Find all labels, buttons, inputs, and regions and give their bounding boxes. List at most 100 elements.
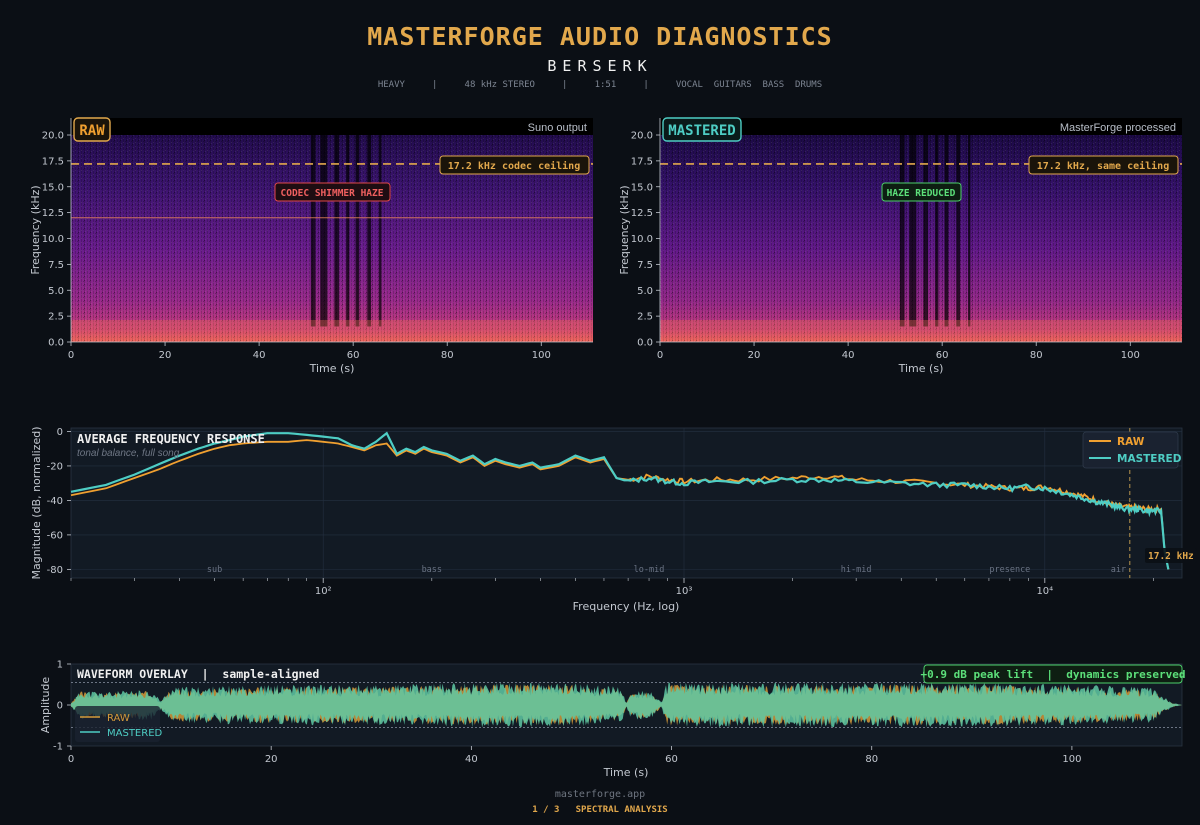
waveform-y-axis: 1 0 -1 (53, 660, 71, 753)
y-tick-label: 12.5 (631, 208, 653, 219)
quiet-band-1 (320, 135, 328, 327)
raw-badge: RAW (79, 123, 105, 139)
x-tick-label: 80 (1030, 350, 1043, 361)
raw-annotation-box (274, 182, 391, 202)
frequency-response-subtitle: tonal balance, full song (77, 448, 180, 459)
x-tick-label: 0 (68, 754, 74, 765)
quiet-band-4 (944, 135, 949, 327)
legend-mastered-label: MASTERED (1117, 453, 1182, 465)
frequency-response-grid (71, 428, 1182, 578)
quiet-band-0 (310, 135, 316, 327)
waveform-legend: RAW MASTERED (75, 706, 163, 742)
mastered-x-axis: 0 20 40 60 80 100 (657, 342, 1140, 361)
quiet-band-6 (379, 135, 382, 327)
y-tick-label: -40 (47, 496, 63, 507)
y-tick-label: 12.5 (42, 208, 64, 219)
waveform-legend-mastered-label: MASTERED (107, 728, 163, 739)
quiet-band-5 (367, 135, 372, 327)
y-tick-label: 0 (57, 427, 63, 438)
y-tick-label: -60 (47, 530, 63, 541)
mastered-annotation-box (881, 182, 962, 202)
frequency-response-y-axis: 0 -20 -40 -60 -80 (47, 427, 71, 576)
legend-raw-label: RAW (1117, 436, 1145, 448)
spectrogram-mastered-lowband (660, 320, 1182, 342)
quiet-band-2 (334, 135, 340, 327)
raw-y-label: Frequency (kHz) (29, 185, 42, 274)
y-tick-label: 15.0 (631, 182, 653, 193)
y-tick-label: 17.5 (42, 156, 64, 167)
y-tick-label: -80 (47, 565, 63, 576)
y-tick-label: 7.5 (48, 260, 64, 271)
spectrogram-raw-lowband (71, 320, 593, 342)
x-tick-label: 100 (532, 350, 551, 361)
y-tick-label: 10.0 (631, 234, 653, 245)
waveform-title: WAVEFORM OVERLAY | sample-aligned (77, 667, 319, 681)
raw-y-axis: 0.0 2.5 5.0 7.5 10.0 12.5 15.0 17.5 20.0 (42, 131, 71, 349)
waveform-badge-box (923, 664, 1183, 684)
mastered-source-label: MasterForge processed (1060, 122, 1176, 134)
track-name: BERSERK (547, 57, 653, 75)
raw-ceiling-label: 17.2 kHz codec ceiling (448, 160, 580, 172)
y-tick-label: 0 (57, 701, 63, 712)
raw-annotation: CODEC SHIMMER HAZE (281, 188, 384, 199)
footer-page-indicator: 1 / 3 SPECTRAL ANALYSIS (532, 805, 668, 815)
mastered-y-axis: 0.0 2.5 5.0 7.5 10.0 12.5 15.0 17.5 20.0 (631, 131, 660, 349)
y-tick-label: 5.0 (637, 286, 653, 297)
raw-ceiling-label-box (439, 155, 590, 175)
raw-x-label: Time (s) (309, 362, 355, 375)
y-tick-label: 2.5 (637, 312, 653, 323)
x-tick-label: 0 (68, 350, 74, 361)
x-tick-label: 80 (865, 754, 878, 765)
y-tick-label: 0.0 (48, 338, 64, 349)
x-tick-label: 60 (936, 350, 949, 361)
mastered-x-label: Time (s) (898, 362, 944, 375)
quiet-band-4 (355, 135, 360, 327)
x-tick-label: 60 (347, 350, 360, 361)
x-tick-label: 10² (315, 586, 332, 597)
series-mastered-line (70, 431, 1170, 570)
mastered-ceiling-label-box (1028, 155, 1179, 175)
y-tick-label: -1 (53, 742, 63, 753)
quiet-band-3 (346, 135, 350, 327)
band-label-presence: presence (989, 565, 1030, 575)
y-tick-label: 2.5 (48, 312, 64, 323)
y-tick-label: 20.0 (42, 131, 64, 142)
x-tick-label: 0 (657, 350, 663, 361)
mastered-badge-box (662, 117, 742, 142)
band-label-air: air (1111, 565, 1126, 575)
frequency-response-plot-area (70, 427, 1183, 579)
y-tick-label: 0.0 (637, 338, 653, 349)
page-title: MASTERFORGE AUDIO DIAGNOSTICS (367, 22, 833, 51)
frequency-response-x-axis: 10² 10³ 10⁴ (70, 578, 1154, 597)
y-tick-label: 5.0 (48, 286, 64, 297)
x-tick-label: 20 (159, 350, 172, 361)
spectrogram-mastered-quiet-bands (899, 135, 971, 327)
y-tick-label: 10.0 (42, 234, 64, 245)
footer-site: masterforge.app (554, 789, 646, 800)
y-tick-label: -20 (47, 461, 63, 472)
x-tick-label: 100 (1062, 754, 1081, 765)
cutoff-label-box (1145, 548, 1197, 563)
quiet-band-0 (899, 135, 905, 327)
x-tick-label: 60 (665, 754, 678, 765)
spectrogram-mastered-panel: 0.0 2.5 5.0 7.5 10.0 12.5 15.0 17.5 20.0 0 20 40 60… (618, 117, 1182, 375)
cutoff-label: 17.2 kHz (1148, 551, 1194, 562)
raw-badge-box (73, 117, 111, 142)
waveform-x-axis: 0 20 40 60 80 100 (68, 746, 1081, 765)
y-tick-label: 7.5 (637, 260, 653, 271)
frequency-response-y-label: Magnitude (dB, normalized) (30, 426, 43, 579)
waveform-legend-raw-label: RAW (107, 713, 130, 724)
quiet-band-6 (968, 135, 971, 327)
spectrogram-raw-panel: 0.0 2.5 5.0 7.5 10.0 12.5 15.0 17.5 20.0 0 20 40 60… (29, 117, 593, 375)
quiet-band-1 (909, 135, 917, 327)
y-tick-label: 15.0 (42, 182, 64, 193)
frequency-response-panel: sub bass lo-mid hi-mid presence air 0 -20 -40 -6… (30, 426, 1197, 613)
band-label-hi-mid: hi-mid (841, 565, 872, 575)
mastered-y-label: Frequency (kHz) (618, 185, 631, 274)
x-tick-label: 40 (842, 350, 855, 361)
y-tick-label: 20.0 (631, 131, 653, 142)
x-tick-label: 80 (441, 350, 454, 361)
track-meta: HEAVY | 48 kHz STEREO | 1:51 | VOCAL GUI… (377, 80, 823, 90)
waveform-badge: +0.9 dB peak lift | dynamics preserved (921, 668, 1186, 681)
